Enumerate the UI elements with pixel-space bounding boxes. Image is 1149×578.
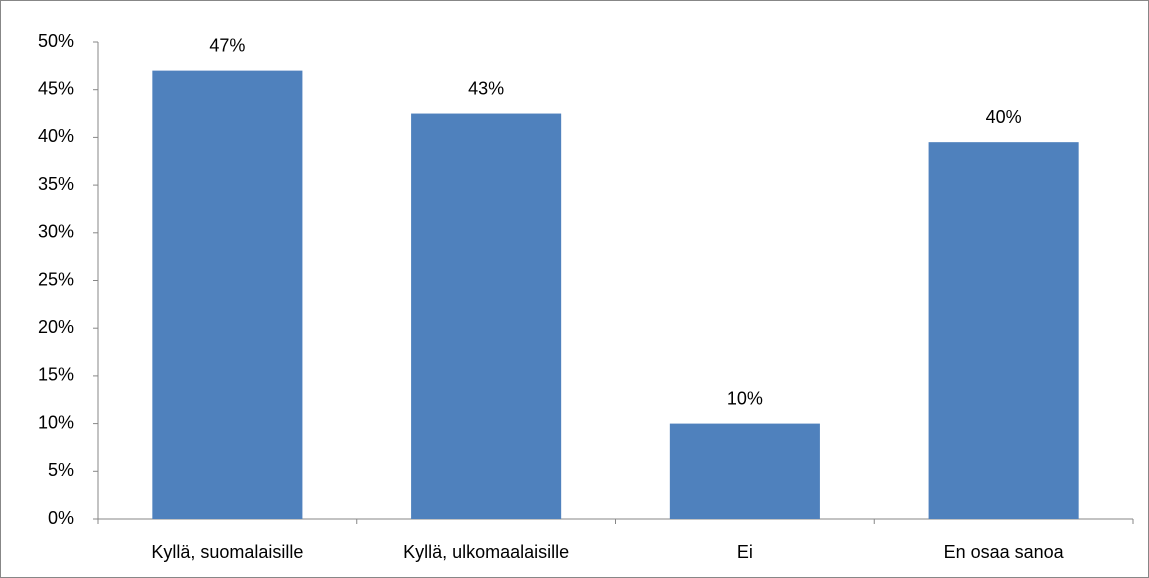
bar <box>411 113 562 520</box>
y-tick-label: 0% <box>48 508 74 528</box>
y-tick-label: 40% <box>38 126 74 146</box>
x-tick-label: Kyllä, suomalaisille <box>151 542 303 562</box>
value-label: 47% <box>209 35 245 55</box>
y-tick-label: 35% <box>38 174 74 194</box>
bar <box>669 423 820 519</box>
y-tick-label: 45% <box>38 78 74 98</box>
bar <box>152 70 303 520</box>
y-tick-label: 50% <box>38 31 74 51</box>
bar <box>928 142 1079 520</box>
x-tick-label: Kyllä, ulkomaalaisille <box>403 542 569 562</box>
y-tick-label: 10% <box>38 412 74 432</box>
value-label: 40% <box>986 107 1022 127</box>
y-tick-label: 30% <box>38 222 74 242</box>
y-tick-label: 15% <box>38 365 74 385</box>
y-tick-label: 5% <box>48 460 74 480</box>
y-tick-label: 25% <box>38 269 74 289</box>
x-tick-label: Ei <box>737 542 753 562</box>
value-label: 10% <box>727 388 763 408</box>
x-tick-label: En osaa sanoa <box>944 542 1065 562</box>
value-label: 43% <box>468 78 504 98</box>
y-tick-label: 20% <box>38 317 74 337</box>
